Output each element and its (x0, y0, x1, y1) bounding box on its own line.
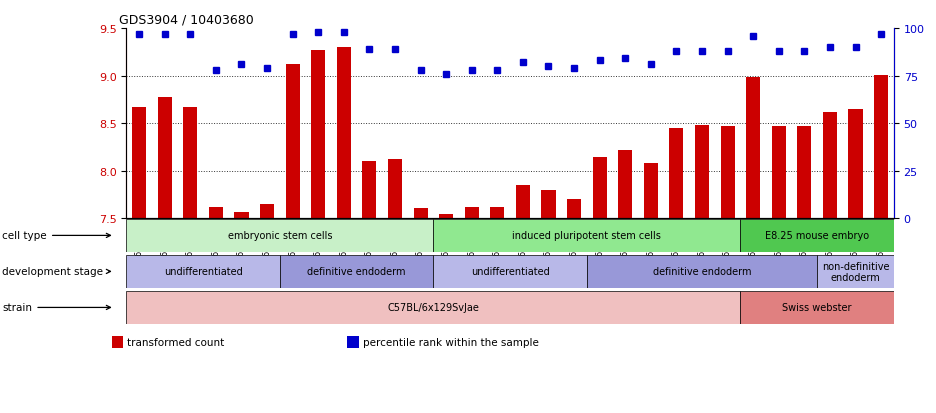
Text: undifferentiated: undifferentiated (164, 267, 242, 277)
Bar (797, 127, 812, 219)
Bar (746, 78, 760, 219)
Bar (644, 164, 658, 219)
Text: percentile rank within the sample: percentile rank within the sample (363, 337, 539, 347)
Bar (126, 255, 280, 288)
Bar (541, 190, 556, 219)
Text: C57BL/6x129SvJae: C57BL/6x129SvJae (388, 303, 479, 313)
Bar (285, 65, 300, 219)
Bar (280, 255, 433, 288)
Bar (260, 205, 274, 219)
Bar (669, 129, 683, 219)
Bar (587, 255, 817, 288)
Text: Swiss webster: Swiss webster (782, 303, 852, 313)
Text: definitive endoderm: definitive endoderm (307, 267, 406, 277)
Bar (347, 337, 359, 348)
Bar (592, 158, 607, 219)
Bar (388, 160, 402, 219)
Bar (695, 126, 709, 219)
Bar (126, 291, 740, 324)
Bar (132, 108, 146, 219)
Bar (516, 186, 530, 219)
Bar (126, 219, 433, 252)
Bar (433, 255, 587, 288)
Text: E8.25 mouse embryo: E8.25 mouse embryo (765, 231, 870, 241)
Text: non-definitive
endoderm: non-definitive endoderm (822, 261, 889, 282)
Bar (311, 51, 326, 219)
Bar (234, 212, 249, 219)
Text: undifferentiated: undifferentiated (471, 267, 549, 277)
Text: induced pluripotent stem cells: induced pluripotent stem cells (512, 231, 662, 241)
Bar (740, 291, 894, 324)
Bar (464, 207, 479, 219)
Bar (337, 48, 351, 219)
Bar (740, 219, 894, 252)
Bar (567, 200, 581, 219)
Text: GDS3904 / 10403680: GDS3904 / 10403680 (119, 13, 254, 26)
Bar (111, 337, 124, 348)
Text: transformed count: transformed count (127, 337, 225, 347)
Bar (618, 150, 633, 219)
Bar (414, 209, 428, 219)
Bar (771, 127, 786, 219)
Bar (874, 76, 888, 219)
Bar (721, 127, 735, 219)
Bar (848, 109, 863, 219)
Bar (183, 108, 197, 219)
Text: definitive endoderm: definitive endoderm (652, 267, 752, 277)
Bar (209, 207, 223, 219)
Bar (433, 219, 740, 252)
Bar (817, 255, 894, 288)
Bar (439, 214, 453, 219)
Text: strain: strain (2, 303, 110, 313)
Bar (490, 207, 505, 219)
Text: embryonic stem cells: embryonic stem cells (227, 231, 332, 241)
Bar (157, 97, 172, 219)
Text: development stage: development stage (2, 267, 110, 277)
Bar (362, 162, 376, 219)
Bar (823, 112, 837, 219)
Text: cell type: cell type (2, 231, 110, 241)
